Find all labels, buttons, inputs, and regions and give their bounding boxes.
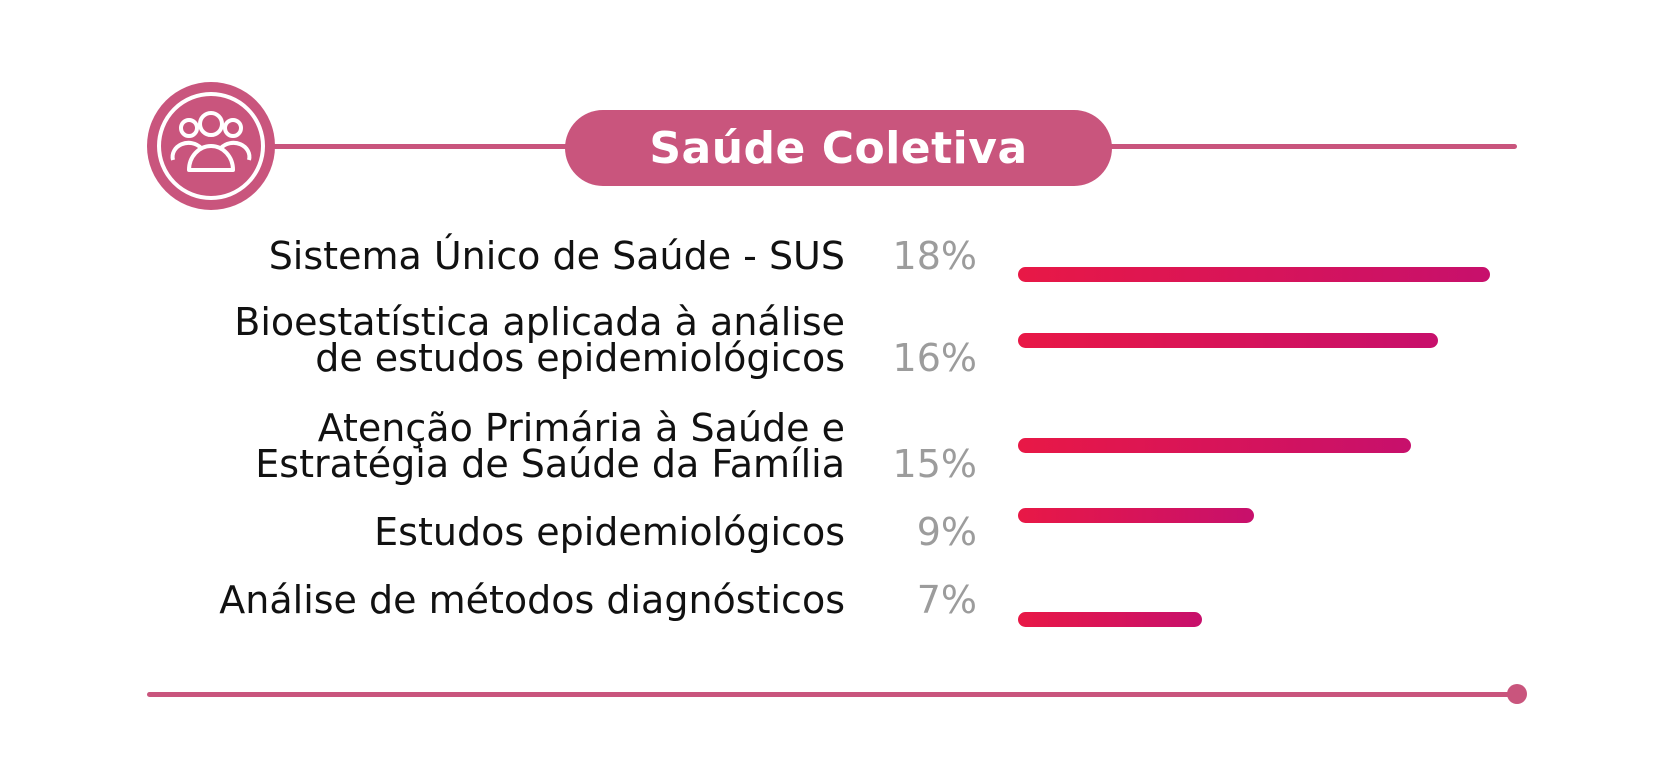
value-label: 9% (916, 510, 977, 554)
footer-line (147, 692, 1517, 697)
category-label: Atenção Primária à Saúde e (317, 406, 845, 450)
bar (1018, 267, 1490, 282)
bar (1018, 438, 1411, 453)
value-label: 15% (892, 442, 977, 486)
header-line-left (270, 144, 570, 149)
bar (1018, 508, 1254, 523)
category-label: Bioestatística aplicada à análise (234, 300, 845, 344)
category-label: Estratégia de Saúde da Família (255, 442, 845, 486)
value-label: 7% (916, 578, 977, 622)
bar (1018, 612, 1202, 627)
footer-dot (1507, 684, 1527, 704)
bar (1018, 333, 1438, 348)
category-label: Estudos epidemiológicos (374, 510, 845, 554)
value-label: 16% (892, 336, 977, 380)
value-label: 18% (892, 234, 977, 278)
people-group-icon (147, 82, 275, 210)
category-label: Sistema Único de Saúde - SUS (268, 234, 845, 278)
section-title: Saúde Coletiva (565, 110, 1112, 186)
category-label: de estudos epidemiológicos (315, 336, 845, 380)
header-line-right (1105, 144, 1517, 149)
category-label: Análise de métodos diagnósticos (219, 578, 845, 622)
